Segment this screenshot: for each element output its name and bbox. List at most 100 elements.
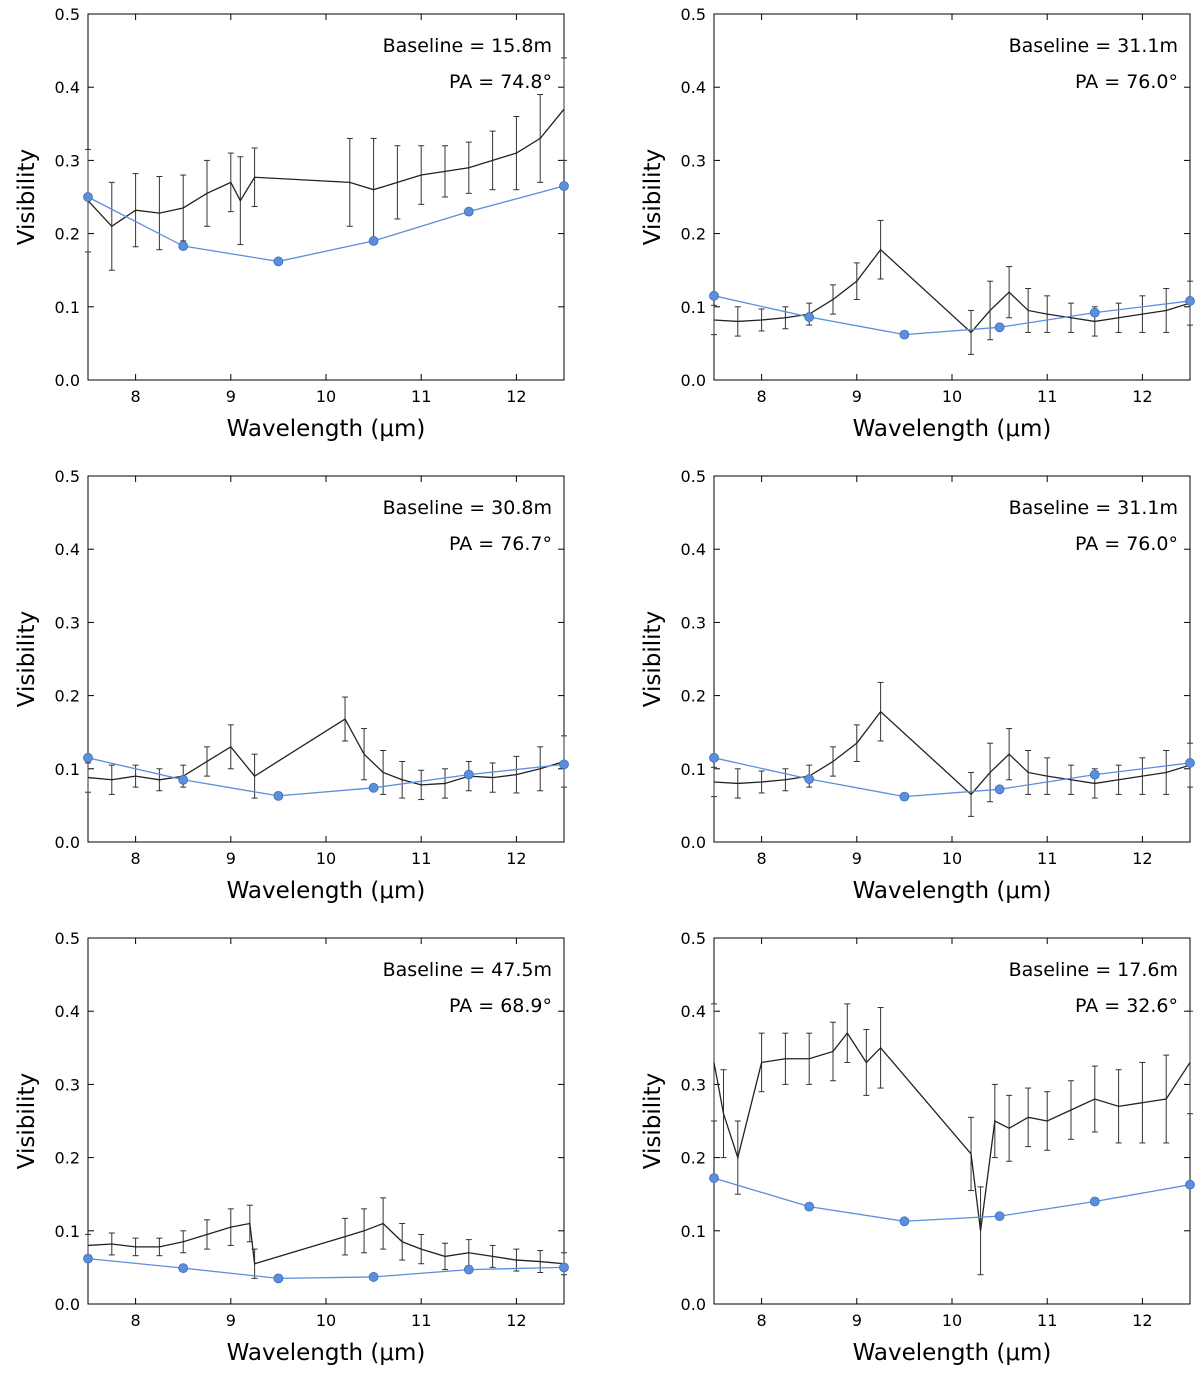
y-tick-label: 0.4 (55, 1002, 80, 1021)
x-tick-label: 10 (316, 849, 336, 868)
y-axis-label: Visibility (14, 611, 40, 707)
y-tick-label: 0.3 (681, 613, 706, 632)
y-tick-label: 0.1 (55, 1222, 80, 1241)
baseline-annotation: Baseline = 31.1m (1009, 497, 1178, 519)
y-tick-label: 0.5 (55, 5, 80, 24)
y-tick-label: 0.1 (681, 1222, 706, 1241)
y-tick-label: 0.2 (681, 1149, 706, 1168)
y-tick-label: 0.2 (55, 225, 80, 244)
plot-frame (87, 13, 565, 381)
observed-line (713, 1032, 1191, 1231)
chart-svg: 8 9 10 11 12 0.0 0.1 0.2 0.3 0.4 0.5 Wavelength (μm… (14, 5, 569, 442)
y-axis-label: Visibility (640, 1073, 666, 1169)
model-point (178, 241, 189, 251)
x-tick-label: 8 (131, 849, 141, 868)
x-tick-label: 9 (226, 387, 236, 406)
x-axis-label: Wavelength (μm) (227, 416, 426, 442)
model-point (899, 791, 910, 802)
model-point (178, 774, 189, 785)
model-line (713, 757, 1191, 798)
y-tick-label: 0.3 (681, 1075, 706, 1094)
x-tick-label: 11 (1037, 387, 1057, 406)
x-axis-label: Wavelength (μm) (853, 1340, 1052, 1366)
y-tick-label: 0.5 (55, 929, 80, 948)
model-point (899, 1216, 910, 1227)
model-line (87, 185, 565, 263)
model-point (559, 181, 569, 191)
model-point (804, 774, 815, 784)
model-point (273, 790, 284, 801)
y-tick-label: 0.0 (681, 371, 706, 390)
model-point (368, 782, 379, 793)
y-axis-label: Visibility (14, 1073, 40, 1169)
model-line (713, 295, 1191, 336)
y-tick-label: 0.4 (681, 78, 706, 97)
model-point (463, 1264, 474, 1275)
x-axis-label: Wavelength (μm) (853, 416, 1052, 442)
x-tick-label: 12 (1132, 849, 1152, 868)
chart-svg: 8 9 10 11 12 0.0 0.1 0.2 0.3 0.4 0.5 Wavelength (μm… (640, 5, 1195, 442)
x-tick-label: 9 (852, 849, 862, 868)
x-tick-label: 12 (506, 387, 526, 406)
baseline-annotation: Baseline = 30.8m (383, 497, 552, 519)
x-tick-label: 10 (316, 1311, 336, 1330)
y-tick-label: 0.0 (55, 1295, 80, 1314)
model-point (804, 1201, 815, 1212)
x-tick-label: 11 (1037, 1311, 1057, 1330)
model-point (709, 1173, 719, 1183)
x-axis-label: Wavelength (μm) (227, 878, 426, 904)
model-point (994, 1211, 1005, 1222)
observed-line (87, 1222, 565, 1265)
model-line (713, 1177, 1191, 1222)
x-tick-label: 10 (942, 849, 962, 868)
x-tick-label: 10 (942, 1311, 962, 1330)
pa-annotation: PA = 74.8° (449, 71, 552, 93)
y-tick-label: 0.4 (55, 78, 80, 97)
y-tick-label: 0.5 (681, 929, 706, 948)
model-point (83, 192, 93, 202)
model-point (1089, 1196, 1100, 1207)
y-tick-label: 0.1 (681, 298, 706, 317)
model-point (1185, 296, 1195, 306)
pa-annotation: PA = 76.0° (1075, 71, 1178, 93)
y-axis-label: Visibility (640, 611, 666, 707)
pa-annotation: PA = 32.6° (1075, 995, 1178, 1017)
x-tick-label: 8 (757, 387, 767, 406)
x-tick-label: 11 (411, 849, 431, 868)
model-point (83, 752, 93, 763)
x-tick-label: 8 (757, 849, 767, 868)
y-tick-label: 0.1 (55, 298, 80, 317)
y-axis-label: Visibility (14, 149, 40, 245)
x-tick-label: 12 (1132, 1311, 1152, 1330)
y-tick-label: 0.3 (55, 1075, 80, 1094)
model-point (559, 759, 569, 770)
y-tick-label: 0.1 (681, 760, 706, 779)
y-tick-label: 0.4 (681, 1002, 706, 1021)
observed-line (713, 248, 1191, 334)
chart-svg: 8 9 10 11 12 0.0 0.1 0.2 0.3 0.4 0.5 Wavelength (μm… (640, 467, 1195, 904)
model-point (1089, 769, 1100, 780)
x-tick-label: 12 (506, 1311, 526, 1330)
baseline-annotation: Baseline = 17.6m (1009, 959, 1178, 981)
pa-annotation: PA = 68.9° (449, 995, 552, 1017)
x-axis-label: Wavelength (μm) (227, 1340, 426, 1366)
x-tick-label: 9 (852, 387, 862, 406)
model-point (709, 752, 719, 763)
y-tick-label: 0.2 (55, 1149, 80, 1168)
y-tick-label: 0.0 (681, 1295, 706, 1314)
chart-svg: 8 9 10 11 12 0.0 0.1 0.2 0.3 0.4 0.5 Wavelength (μm… (14, 467, 569, 904)
panel-bottom-right: 8 9 10 11 12 0.0 0.1 0.2 0.3 0.4 0.5 Wavelength (μm… (626, 924, 1200, 1386)
model-line (87, 1257, 565, 1280)
model-point (463, 206, 474, 217)
y-tick-label: 0.4 (55, 540, 80, 559)
model-point (368, 236, 379, 246)
y-tick-label: 0.3 (681, 151, 706, 170)
y-tick-label: 0.0 (681, 833, 706, 852)
model-point (1185, 1179, 1195, 1190)
model-point (83, 1253, 93, 1264)
x-tick-label: 8 (131, 387, 141, 406)
model-point (994, 322, 1005, 333)
y-tick-label: 0.5 (55, 467, 80, 486)
model-point (178, 1263, 189, 1274)
